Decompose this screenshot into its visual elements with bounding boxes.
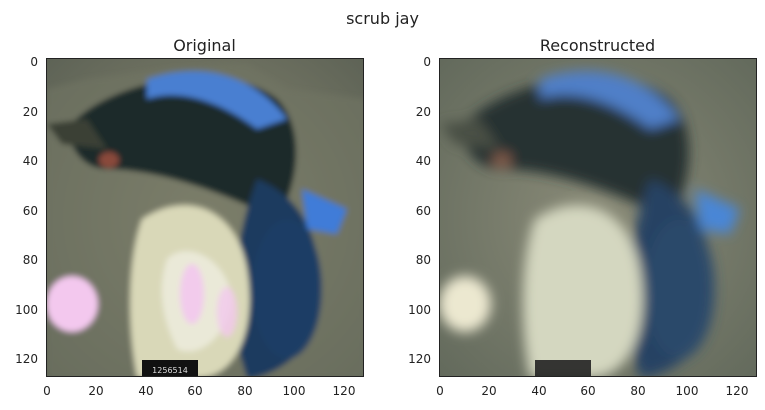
y-tick: 0 — [6, 55, 38, 69]
x-tick: 40 — [531, 384, 546, 398]
image-reconstructed — [439, 58, 757, 377]
x-tick: 100 — [676, 384, 699, 398]
x-tick: 120 — [333, 384, 356, 398]
y-tick: 0 — [399, 55, 431, 69]
x-tick: 60 — [580, 384, 595, 398]
x-tick: 20 — [88, 384, 103, 398]
y-tick: 100 — [399, 303, 431, 317]
y-tick: 20 — [6, 105, 38, 119]
y-tick: 60 — [6, 204, 38, 218]
y-tick: 60 — [399, 204, 431, 218]
x-tick: 120 — [726, 384, 749, 398]
figure-suptitle: scrub jay — [0, 9, 765, 28]
y-tick: 40 — [6, 154, 38, 168]
y-tick: 40 — [399, 154, 431, 168]
scrub-jay-photo-reconstructed — [440, 59, 757, 377]
x-tick: 20 — [481, 384, 496, 398]
x-tick: 80 — [237, 384, 252, 398]
panel-title-reconstructed: Reconstructed — [439, 36, 756, 55]
panel-title-original: Original — [46, 36, 363, 55]
y-tick: 120 — [399, 352, 431, 366]
image-original: 1256514 — [46, 58, 364, 377]
y-tick: 80 — [6, 253, 38, 267]
x-tick: 100 — [283, 384, 306, 398]
y-tick: 20 — [399, 105, 431, 119]
x-tick: 80 — [630, 384, 645, 398]
x-tick: 0 — [43, 384, 51, 398]
y-tick: 100 — [6, 303, 38, 317]
x-tick: 40 — [138, 384, 153, 398]
x-tick: 0 — [436, 384, 444, 398]
scrub-jay-photo-original: 1256514 — [47, 59, 364, 377]
y-tick: 80 — [399, 253, 431, 267]
y-tick: 120 — [6, 352, 38, 366]
image-label-text: 1256514 — [152, 366, 188, 375]
x-tick: 60 — [187, 384, 202, 398]
